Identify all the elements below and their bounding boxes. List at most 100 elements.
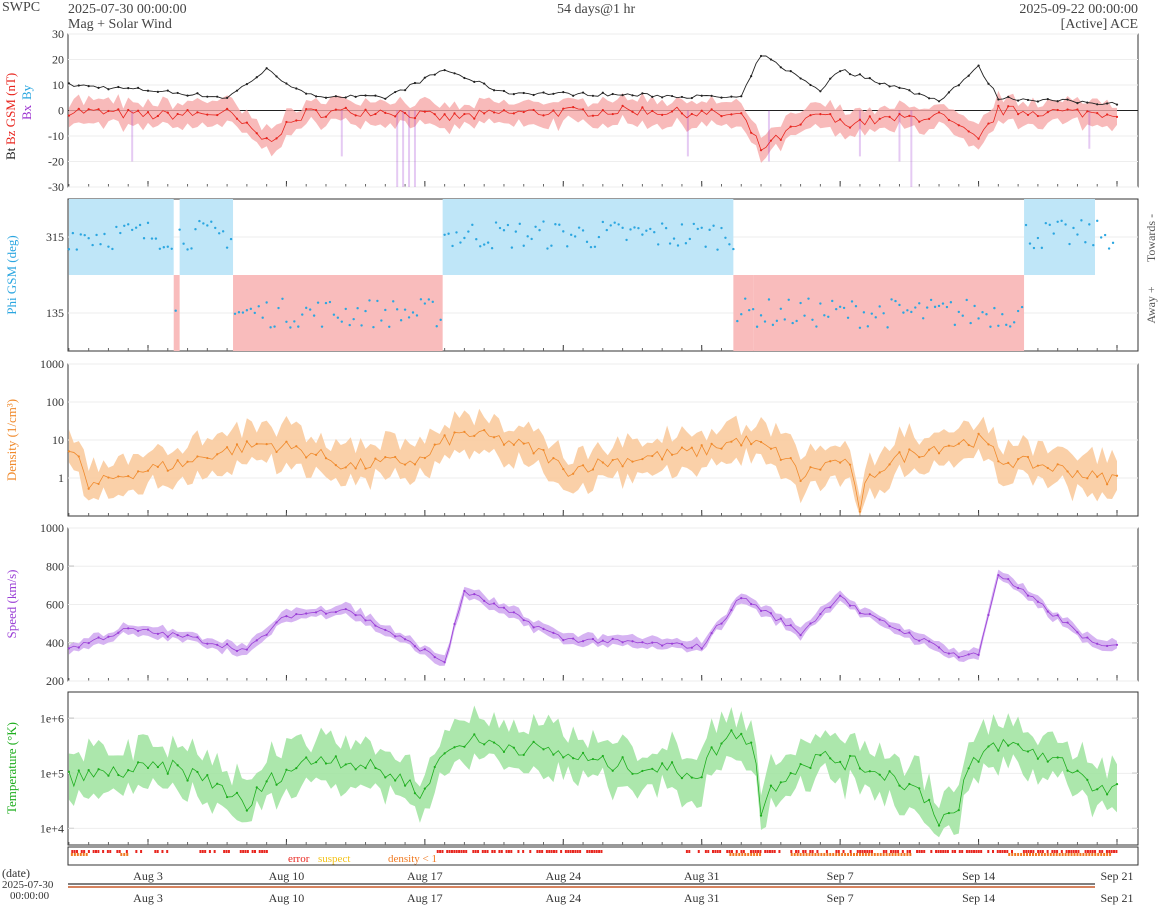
density-point (819, 468, 822, 471)
speed-point (957, 656, 960, 659)
density-flag (900, 853, 903, 856)
phi-point (119, 231, 122, 235)
phi-point (538, 228, 541, 232)
temperature-point (888, 770, 891, 773)
error-flag (251, 850, 254, 853)
phi-point (1068, 242, 1071, 246)
error-flag (726, 850, 729, 853)
density-flag (729, 853, 732, 856)
y-tick-label: 1000 (40, 521, 64, 535)
temperature-point (1056, 756, 1059, 759)
error-flag (576, 850, 579, 853)
phi-point (740, 312, 743, 316)
temperature-point (314, 761, 318, 764)
speed-point (443, 661, 446, 664)
bz-point (720, 115, 723, 118)
y-tick-label: 10 (52, 78, 64, 92)
density-flag (1106, 853, 1109, 856)
bz-point (947, 118, 951, 122)
bz-point (532, 108, 535, 112)
error-flag (1001, 850, 1004, 853)
temperature-point (433, 765, 436, 769)
density-point (740, 444, 743, 447)
bt-point (97, 86, 100, 89)
x-tick-label-bottom: Sep 7 (827, 891, 854, 905)
density-flag (790, 853, 793, 856)
density-flag (1064, 853, 1067, 856)
temperature-point (334, 755, 337, 758)
speed-point (245, 648, 248, 651)
bt-point (937, 100, 941, 103)
x-tick-label-bottom: Aug 10 (269, 891, 305, 905)
error-flag (253, 850, 256, 853)
error-flag (106, 850, 109, 853)
error-flag (1039, 850, 1042, 853)
phi-point (431, 300, 434, 304)
error-flag (590, 850, 593, 853)
bz-point (1076, 108, 1079, 111)
phi-point (1052, 232, 1055, 235)
density-flag (1028, 853, 1031, 856)
temperature-point (799, 762, 802, 766)
error-flag (1006, 850, 1009, 853)
error-flag (1037, 850, 1040, 853)
speed-point (928, 640, 931, 643)
phi-point (356, 307, 359, 310)
bt-point (868, 77, 871, 80)
error-flag (802, 850, 805, 853)
error-flag (735, 850, 738, 853)
phi-point (566, 245, 569, 248)
phi-point (823, 314, 826, 317)
density-flag (814, 853, 817, 856)
y-tick-label: 200 (46, 674, 64, 688)
y-tick-label: -20 (48, 155, 64, 169)
phi-point (395, 308, 399, 311)
phi-point (257, 305, 260, 308)
phi-point (787, 298, 790, 301)
phi-point (771, 323, 775, 327)
temperature-point (977, 760, 980, 763)
error-flag (790, 850, 793, 853)
phi-point (898, 303, 901, 307)
temperature-point (621, 756, 624, 759)
phi-point (890, 298, 893, 301)
phi-point (645, 229, 648, 232)
error-flag (227, 850, 230, 853)
density-point (928, 448, 931, 451)
speed-point (255, 639, 258, 642)
bt-point (730, 95, 733, 98)
density-point (127, 475, 130, 478)
phi-point (451, 244, 454, 248)
density-point (789, 457, 792, 460)
phi-point (728, 243, 731, 246)
bt-point (186, 94, 189, 97)
speed-point (987, 613, 990, 617)
error-flag (714, 850, 717, 853)
density-flag (756, 853, 759, 856)
error-flag (505, 850, 508, 853)
error-flag (742, 850, 745, 853)
density-point (997, 460, 1000, 463)
density-point (354, 467, 357, 470)
phi-point (320, 325, 324, 328)
source-label: [Active] ACE (1060, 17, 1138, 32)
temperature-point (176, 764, 179, 767)
phi-point (989, 325, 992, 328)
phi-point (961, 314, 964, 317)
bt-point (1096, 103, 1099, 106)
density-point (255, 442, 258, 446)
error-flag (265, 850, 268, 853)
density-flag (808, 853, 811, 856)
bz-point (700, 109, 703, 112)
phi-point (328, 300, 332, 304)
phi-point (625, 238, 628, 242)
density-flag (876, 853, 879, 856)
bt-point (463, 76, 466, 80)
bt-point (670, 94, 674, 98)
error-flag (71, 850, 74, 853)
phi-point (506, 223, 510, 227)
bz-point (403, 111, 407, 115)
x-tick-label: Aug 3 (133, 869, 163, 883)
error-flag (1115, 850, 1118, 853)
phi-point (206, 224, 209, 227)
